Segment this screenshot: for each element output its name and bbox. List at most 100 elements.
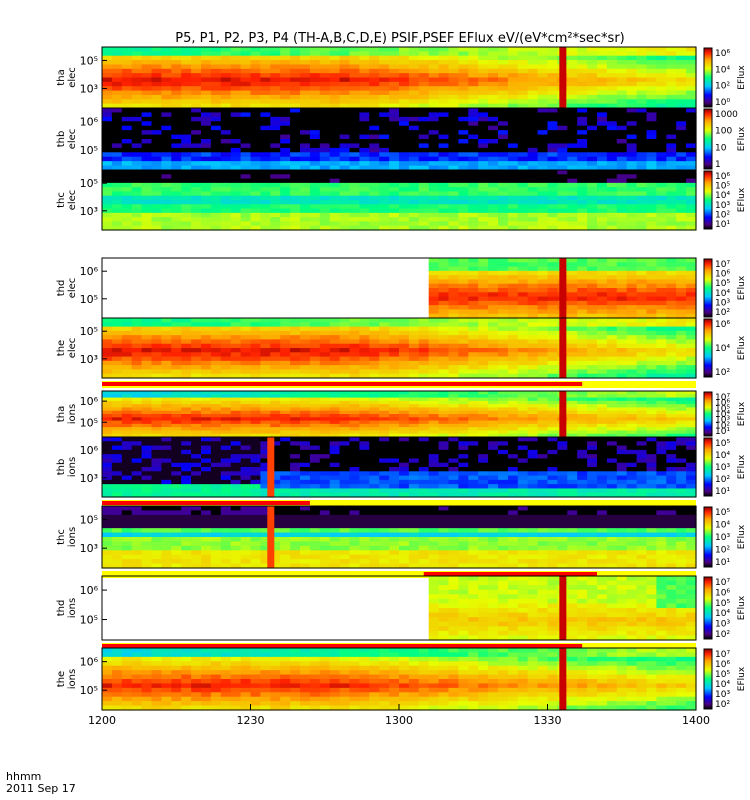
heat-cell [408,73,420,79]
heat-cell [567,397,578,402]
heat-cell [151,400,162,405]
heat-cell [626,47,638,52]
heat-cell [438,433,450,438]
heat-cell [161,73,172,79]
heat-cell [547,330,558,336]
heat-cell [191,134,202,140]
heat-cell [349,55,360,61]
heat-cell [537,81,549,87]
heat-cell [537,217,549,223]
heat-cell [329,343,341,349]
heat-cell [656,217,667,223]
heat-cell [260,427,271,432]
heat-cell [468,407,479,412]
heat-cell [537,343,549,349]
heat-cell [636,313,648,319]
heat-cell [666,410,677,415]
heat-cell [507,394,519,399]
heat-cell [418,430,430,435]
heat-cell [498,305,509,311]
heat-cell [181,170,192,175]
heat-cell [488,55,499,61]
heat-cell [517,275,529,281]
heat-cell [300,484,311,490]
heat-cell [656,296,667,302]
heat-cell [478,208,489,214]
heat-cell [666,121,677,127]
heat-cell [517,394,529,399]
heat-cell [498,195,509,201]
heat-cell [359,130,370,136]
heat-cell [636,407,648,412]
colorbar-tick-label: 1 [715,160,721,170]
heat-cell [181,64,192,70]
heat-cell [290,475,301,481]
heat-cell [606,397,618,402]
heat-cell [626,305,638,311]
heat-cell [111,348,123,353]
heat-cell [428,147,440,153]
heat-cell [458,217,469,223]
heat-cell [686,165,697,171]
heat-cell [577,99,588,105]
heat-cell [171,147,182,153]
heat-cell [349,326,360,332]
heat-cell [428,90,440,96]
heat-cell [428,292,440,298]
heat-cell [507,99,519,105]
heat-cell [458,152,469,158]
heat-cell [210,212,222,218]
heat-cell [428,47,440,52]
heat-cell [527,305,539,311]
heat-cell [507,86,519,92]
heat-cell [270,467,281,472]
heat-cell [656,365,667,371]
heat-cell [151,330,162,336]
heat-cell [131,427,143,432]
heat-cell [507,414,519,418]
heat-cell [191,397,202,402]
heat-cell [666,116,677,122]
heat-cell [567,292,578,298]
heat-cell [567,178,578,184]
heat-cell [389,64,400,70]
heat-cell [121,397,133,402]
heat-cell [686,305,697,311]
heat-cell [280,195,291,201]
heat-cell [587,275,598,281]
heat-cell [537,191,549,197]
heat-cell [597,86,608,92]
heat-cell [646,360,657,366]
heat-cell [656,348,667,353]
heat-cell [656,410,667,415]
heat-cell [438,121,450,127]
heat-cell [418,156,430,162]
heat-cell [577,156,588,162]
heat-cell [141,484,153,490]
heat-cell [399,112,410,118]
heat-cell [676,400,687,405]
heat-cell [676,130,687,136]
heat-cell [151,479,162,485]
heat-cell [309,221,321,227]
heat-cell [428,423,440,428]
heat-cell [240,449,252,455]
heat-cell [567,156,578,162]
heat-cell [121,365,133,371]
heat-cell [636,356,648,362]
heat-cell [577,275,588,281]
heat-cell [537,352,549,358]
heat-cell [121,170,133,175]
heat-cell [359,352,370,358]
heat-cell [240,147,252,153]
heat-cell [220,449,232,455]
heat-cell [230,103,242,109]
heat-cell [399,400,410,405]
colorbar-tick-label: 10⁵ [715,279,730,289]
heat-cell [478,275,489,281]
heat-cell [488,343,499,349]
heat-cell [280,86,291,92]
panel-probe-label: the [56,340,67,356]
heat-cell [220,221,232,227]
heat-cell [547,283,558,289]
